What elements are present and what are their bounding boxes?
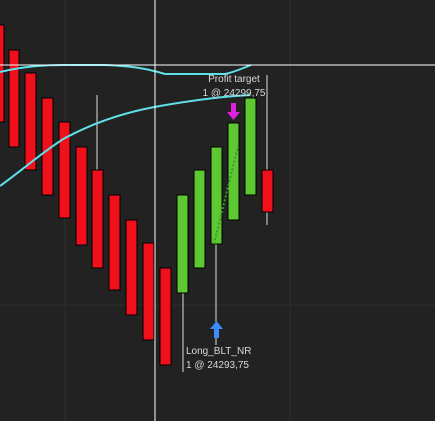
- profit-target-label: Profit target: [208, 74, 260, 85]
- trade-line: [213, 145, 239, 245]
- entry-fill: 1 @ 24293,75: [186, 360, 249, 371]
- entry-arrow: [210, 321, 223, 338]
- exit-arrow: [227, 103, 240, 120]
- entry-label: Long_BLT_NR: [186, 346, 251, 357]
- moving-averages: [0, 64, 252, 187]
- candles: [0, 24, 274, 366]
- profit-target-fill: 1 @ 24299,75: [203, 88, 266, 99]
